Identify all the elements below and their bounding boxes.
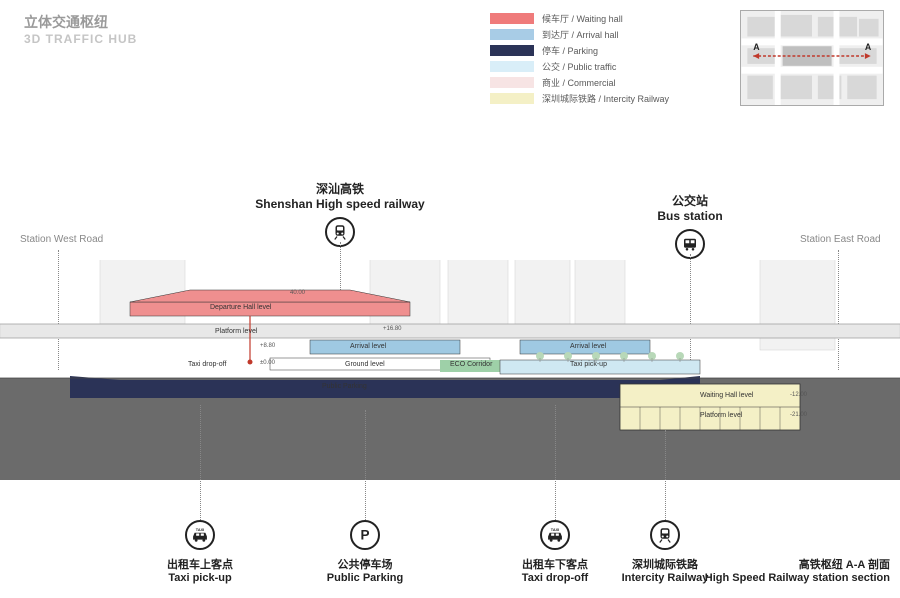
legend-swatch bbox=[490, 29, 534, 40]
legend-label: 候车厅 / Waiting hall bbox=[542, 12, 623, 25]
section-title-en: High Speed Railway station section bbox=[680, 572, 890, 584]
callout-cn: 出租车下客点 bbox=[495, 556, 615, 572]
section-drawing bbox=[0, 260, 900, 480]
level-label: ECO Corridor bbox=[450, 361, 492, 368]
legend-row: 到达厅 / Arrival hall bbox=[490, 28, 669, 41]
svg-text:TAXI: TAXI bbox=[551, 528, 559, 532]
level-label: Arrival level bbox=[350, 343, 386, 350]
legend-row: 候车厅 / Waiting hall bbox=[490, 12, 669, 25]
callout-cn: 公共停车场 bbox=[305, 556, 425, 572]
svg-text:A: A bbox=[865, 42, 872, 52]
legend-row: 公交 / Public traffic bbox=[490, 60, 669, 73]
callout-en: Shenshan High speed railway bbox=[230, 197, 450, 211]
legend-swatch bbox=[490, 13, 534, 24]
keymap: A A bbox=[740, 10, 884, 106]
callout-taxi-pickup: TAXI 出租车上客点Taxi pick-up bbox=[140, 520, 260, 584]
legend-row: 停车 / Parking bbox=[490, 44, 669, 57]
level-label: Taxi pick-up bbox=[570, 361, 607, 368]
callout-taxi-dropoff: TAXI 出租车下客点Taxi drop-off bbox=[495, 520, 615, 584]
legend-swatch bbox=[490, 61, 534, 72]
section-title-cn: 高铁枢纽 A-A 剖面 bbox=[740, 556, 890, 572]
legend-swatch bbox=[490, 77, 534, 88]
callout-cn: 深圳城际铁路 bbox=[605, 556, 725, 572]
train-icon bbox=[650, 520, 680, 550]
svg-text:TAXI: TAXI bbox=[196, 528, 204, 532]
leader-line bbox=[555, 405, 556, 520]
parking-icon: P bbox=[350, 520, 380, 550]
callout-cn: 深汕高铁 bbox=[230, 180, 450, 197]
callout-parking: P 公共停车场Public Parking bbox=[305, 520, 425, 584]
callout-en: Taxi drop-off bbox=[495, 572, 615, 584]
leader-line bbox=[365, 410, 366, 520]
callout-bus: 公交站Bus station bbox=[630, 192, 750, 259]
callout-en: Public Parking bbox=[305, 572, 425, 584]
callout-en: Bus station bbox=[630, 209, 750, 223]
level-label: Departure Hall level bbox=[210, 304, 271, 311]
title-cn: 立体交通枢纽 bbox=[24, 12, 108, 32]
level-label: Public Parking bbox=[322, 383, 367, 390]
level-label: Taxi drop-off bbox=[188, 361, 226, 368]
elevation-label: -21.00 bbox=[790, 412, 807, 418]
level-label: Arrival level bbox=[570, 343, 606, 350]
legend-swatch bbox=[490, 93, 534, 104]
svg-text:P: P bbox=[360, 528, 369, 543]
taxi-icon: TAXI bbox=[540, 520, 570, 550]
legend-label: 到达厅 / Arrival hall bbox=[542, 28, 619, 41]
elevation-label: +8.80 bbox=[260, 343, 275, 349]
elevation-label: 40.00 bbox=[290, 290, 305, 296]
road-west-label: Station West Road bbox=[20, 234, 103, 245]
level-label: Platform level bbox=[700, 412, 742, 419]
legend-label: 商业 / Commercial bbox=[542, 76, 616, 89]
svg-text:A: A bbox=[753, 42, 760, 52]
legend-label: 公交 / Public traffic bbox=[542, 60, 616, 73]
level-label: Ground level bbox=[345, 361, 385, 368]
elevation-label: -12.00 bbox=[790, 392, 807, 398]
legend-row: 深圳城际铁路 / Intercity Railway bbox=[490, 92, 669, 105]
legend-swatch bbox=[490, 45, 534, 56]
legend-label: 深圳城际铁路 / Intercity Railway bbox=[542, 92, 669, 105]
road-east-label: Station East Road bbox=[800, 234, 881, 245]
taxi-icon: TAXI bbox=[185, 520, 215, 550]
callout-cn: 出租车上客点 bbox=[140, 556, 260, 572]
level-label: Platform level bbox=[215, 328, 257, 335]
callout-en: Taxi pick-up bbox=[140, 572, 260, 584]
leader-line bbox=[200, 405, 201, 520]
legend-row: 商业 / Commercial bbox=[490, 76, 669, 89]
level-label: Waiting Hall level bbox=[700, 392, 753, 399]
elevation-label: ±0.00 bbox=[260, 360, 275, 366]
elevation-label: +16.80 bbox=[383, 326, 402, 332]
title-en: 3D TRAFFIC HUB bbox=[24, 32, 137, 46]
callout-hsr: 深汕高铁Shenshan High speed railway bbox=[230, 180, 450, 247]
leader-line bbox=[665, 430, 666, 520]
callout-cn: 公交站 bbox=[630, 192, 750, 209]
legend-label: 停车 / Parking bbox=[542, 44, 598, 57]
legend: 候车厅 / Waiting hall 到达厅 / Arrival hall 停车 /… bbox=[490, 12, 669, 108]
